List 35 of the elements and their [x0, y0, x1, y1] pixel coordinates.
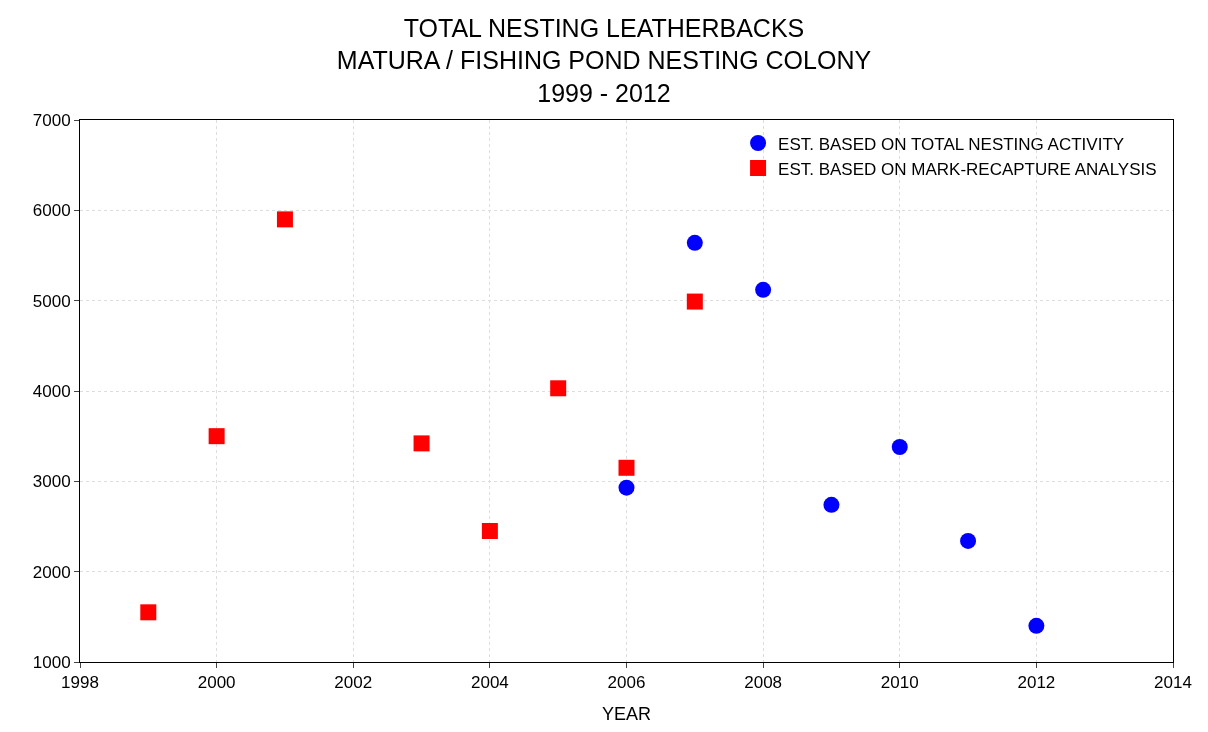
point [618, 459, 635, 476]
point [686, 293, 703, 310]
x-tick-label: 1998 [61, 673, 99, 693]
point [891, 439, 908, 455]
point [413, 435, 430, 452]
x-tick-label: 2014 [1154, 673, 1192, 693]
point [481, 523, 498, 540]
point [755, 281, 772, 298]
point [1028, 617, 1045, 634]
point [618, 479, 635, 496]
point [823, 496, 840, 513]
y-tick-label: 7000 [32, 110, 71, 130]
point [550, 380, 567, 397]
y-tick-label: 1000 [32, 652, 71, 672]
y-tick-label: 3000 [32, 472, 71, 492]
y-tick-label: 2000 [32, 562, 71, 582]
chart-title: TOTAL NESTING LEATHERBACKS MATURA / FISHING POND NESTING COLONY 1999 - 2012 [336, 13, 872, 107]
point [208, 428, 225, 445]
x-tick-label: 2012 [1017, 673, 1056, 693]
x-tick-label: 2002 [334, 673, 373, 693]
legend-label: EST. BASED ON TOTAL NESTING ACTIVITY [778, 134, 1125, 154]
y-tick-label: 4000 [32, 381, 71, 401]
x-tick-label: 2000 [197, 673, 236, 693]
x-axis-title: YEAR [601, 703, 652, 724]
x-tick-label: 2006 [607, 673, 646, 693]
legend-label: EST. BASED ON MARK-RECAPTURE ANALYSIS [778, 159, 1157, 179]
y-tick-label: 6000 [32, 201, 71, 221]
point [960, 532, 977, 549]
point [686, 234, 703, 251]
x-tick-label: 2004 [470, 673, 509, 693]
x-tick-label: 2008 [744, 673, 783, 693]
x-tick-label: 2010 [880, 673, 919, 693]
y-tick-label: 5000 [32, 291, 71, 311]
point [140, 604, 157, 621]
point [276, 211, 293, 228]
